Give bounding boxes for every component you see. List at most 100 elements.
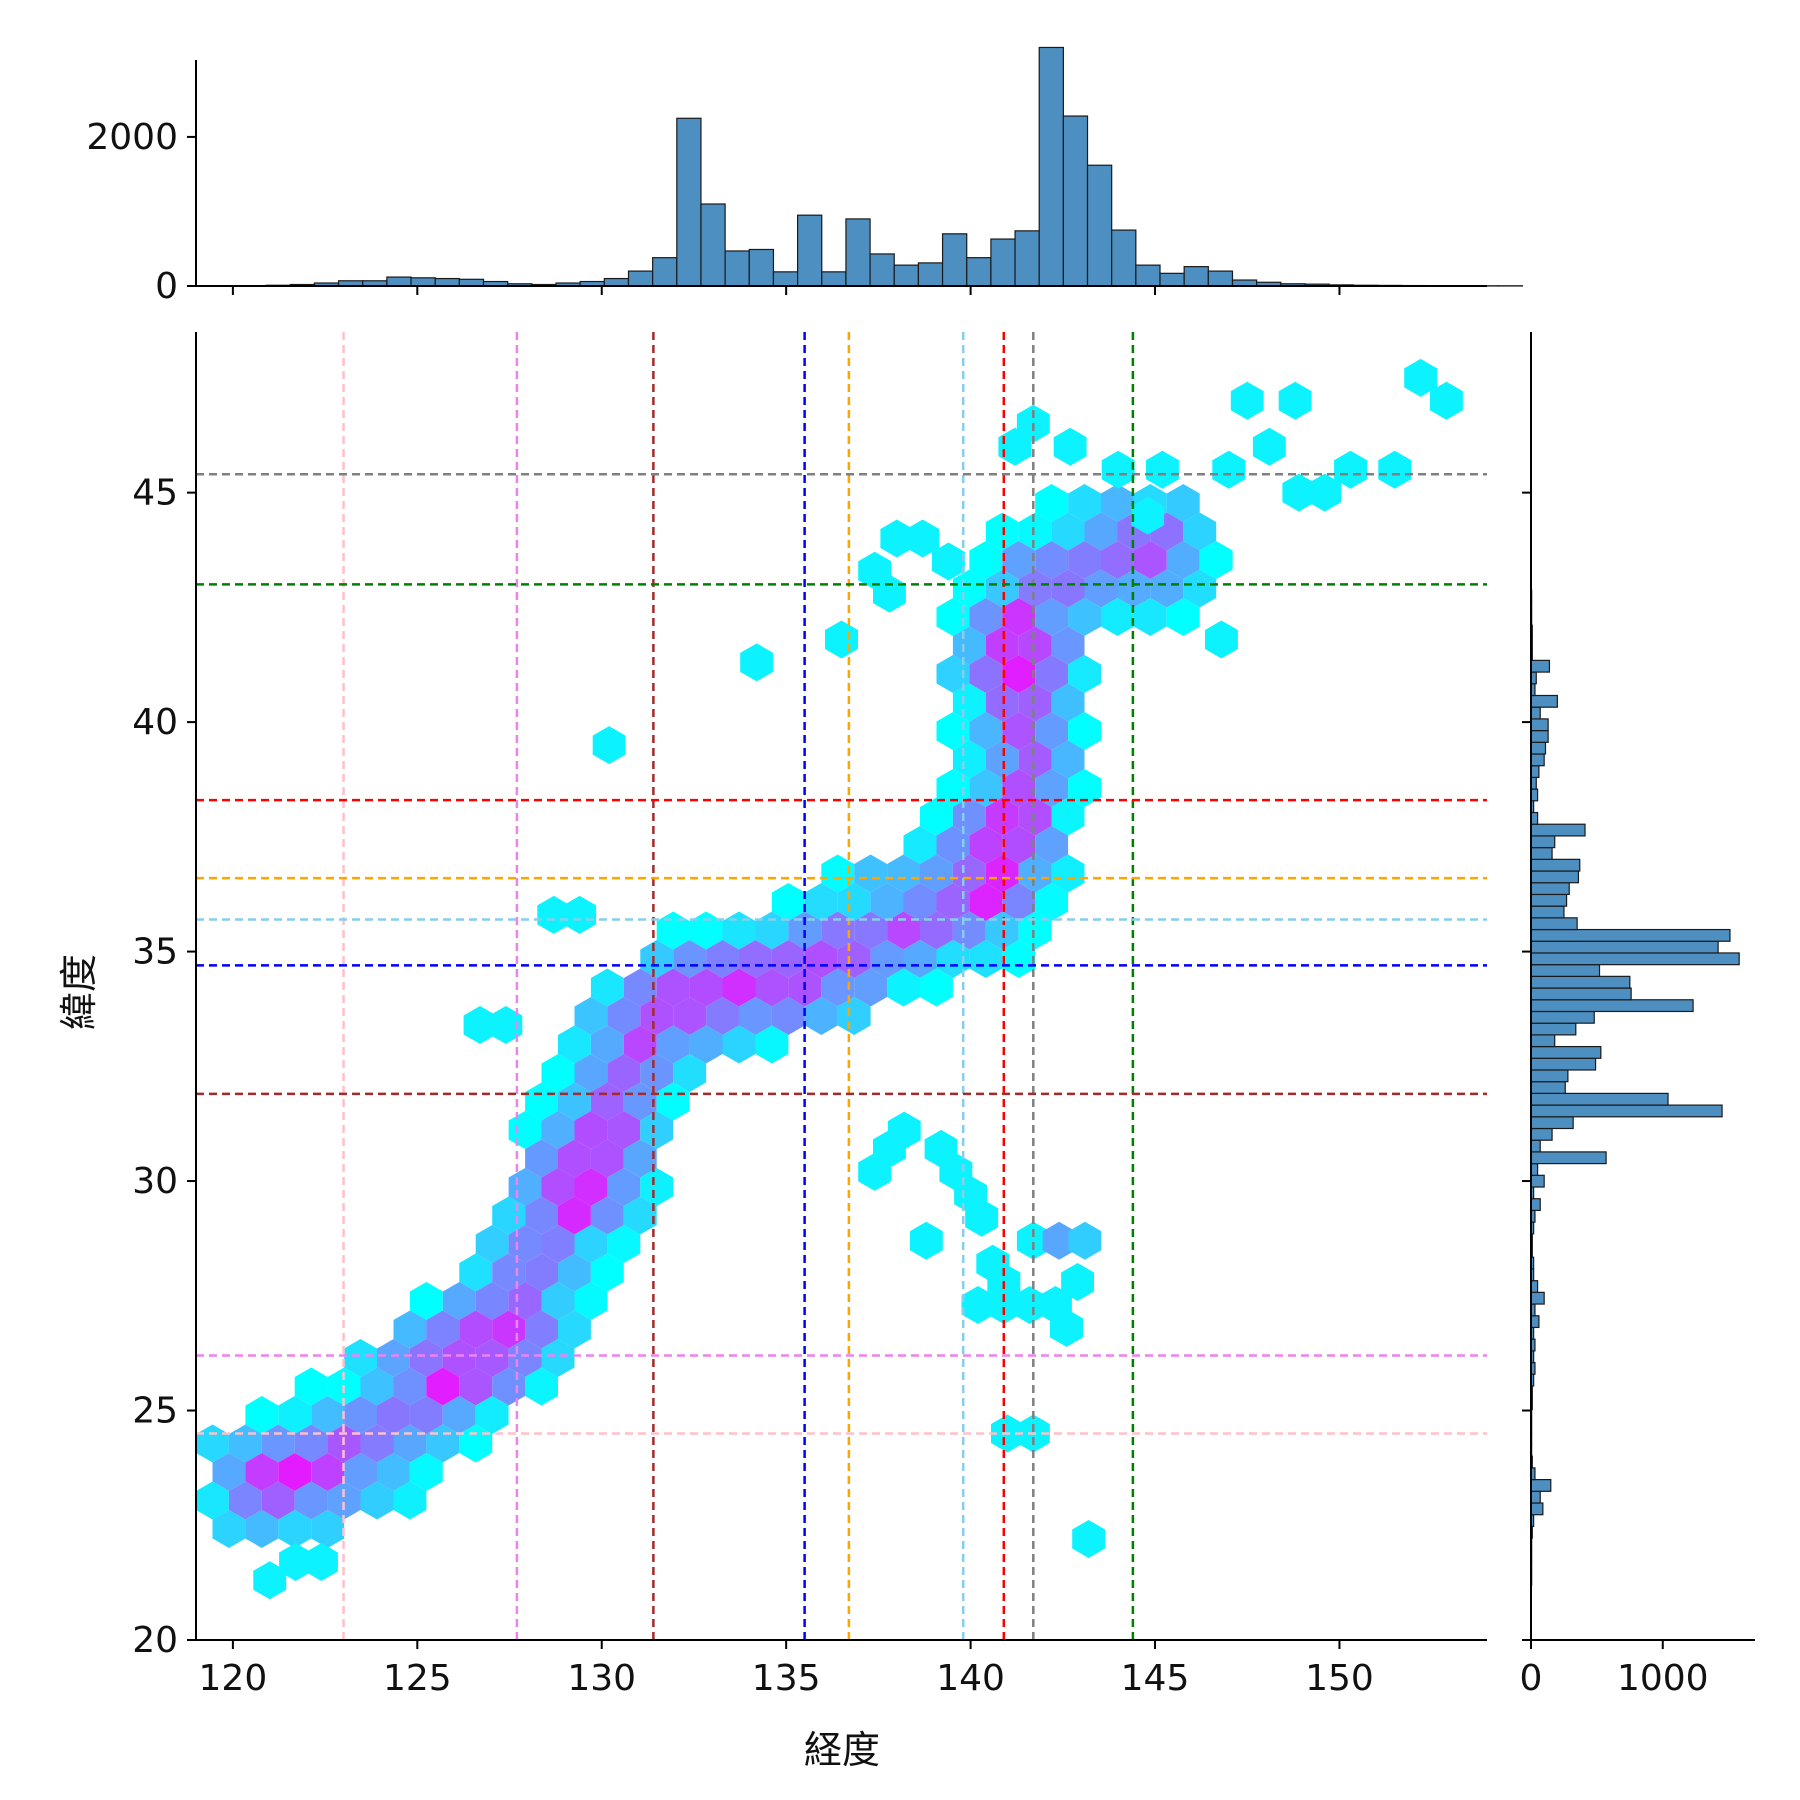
hexbin-130 [739, 997, 772, 1035]
hexbin-131 [771, 997, 805, 1035]
right-hist-bar-71 [1530, 741, 1547, 755]
right-hist-bar-74 [1530, 706, 1541, 720]
hexbin-217 [261, 1424, 295, 1463]
hexbin-65 [985, 797, 1019, 836]
hexbin-77 [952, 854, 986, 893]
right-hist-bar-24 [1530, 1291, 1545, 1305]
hexbin-127 [640, 997, 674, 1035]
hexbin-43 [1035, 655, 1069, 693]
right-hist-bar-50 [1530, 987, 1632, 1001]
hexbin-195 [442, 1339, 476, 1377]
hexbin-132 [804, 997, 838, 1035]
hexbin-203 [426, 1367, 460, 1406]
top-hist-bar-7 [434, 277, 460, 287]
right-hist-bar-48 [1530, 1010, 1595, 1024]
y-tick-label-3: 35 [132, 932, 178, 973]
top-hist-bar-24 [845, 218, 871, 287]
hexbin-42 [1002, 655, 1036, 693]
hexbin-148 [590, 1082, 624, 1121]
top-hist-bar-20 [748, 248, 775, 287]
right-hist-bar-62 [1530, 847, 1553, 860]
top-hist-bar-19 [724, 250, 750, 287]
hexbin-point-23 [1053, 427, 1087, 466]
top-hist-bar-15 [627, 270, 654, 287]
hexbin-142 [574, 1054, 608, 1092]
hexbin-6 [1018, 512, 1052, 551]
hexbin-226 [278, 1453, 312, 1491]
top-hist-bar-38 [1183, 266, 1209, 287]
hexbin-point-6 [592, 726, 626, 765]
hexbin-25 [1117, 569, 1151, 608]
hexbin-184 [541, 1282, 575, 1320]
hexbin-191 [558, 1310, 591, 1349]
y-tick-label-0: 20 [132, 1620, 178, 1661]
hexbin-75 [887, 854, 920, 893]
hexbin-179 [590, 1253, 624, 1292]
hexbin-39 [1051, 626, 1085, 665]
hexbin-53 [1068, 712, 1101, 750]
top-hist-bar-30 [990, 238, 1016, 287]
hexbin-71 [1002, 826, 1036, 864]
hexbin-19 [1199, 541, 1233, 579]
hexbin-164 [640, 1168, 674, 1206]
hexbin-212 [409, 1396, 443, 1434]
right-hist-bar-8 [1530, 1478, 1552, 1492]
x-tick-label-0: 120 [199, 1658, 268, 1699]
right-hist-bar-73 [1530, 718, 1549, 732]
hexbin-82 [804, 883, 838, 921]
hexbin-163 [607, 1168, 641, 1206]
top-hist-bar-31 [1014, 230, 1040, 287]
hexbin-81 [771, 883, 805, 921]
hexbin-point-50 [880, 519, 914, 558]
hexbin-237 [393, 1481, 427, 1520]
hexbin-24 [1084, 569, 1118, 608]
right-hist-bar-57 [1530, 905, 1565, 919]
hexbin-124 [920, 968, 953, 1007]
hexbin-61 [1035, 769, 1069, 807]
x-tick-label-4: 140 [936, 1658, 1005, 1699]
top-hist-bar-36 [1135, 264, 1161, 287]
right-hist-bar-63 [1530, 835, 1556, 849]
hexbin-123 [887, 968, 920, 1007]
hexbin-73 [821, 854, 855, 893]
hexbin-139 [722, 1025, 756, 1064]
hexbin-point-11 [1278, 381, 1312, 420]
hexbin-69 [936, 826, 970, 864]
hexbin-point-24 [1101, 450, 1135, 489]
hexbin-point-15 [1378, 450, 1412, 489]
hexbin-point-2 [305, 1543, 338, 1581]
hexbin-30 [1002, 598, 1036, 636]
right-hist-bar-34 [1530, 1174, 1545, 1188]
hexbin-178 [558, 1253, 591, 1292]
hexbin-182 [475, 1282, 509, 1320]
hexbin-185 [574, 1282, 608, 1320]
hexbin-166 [525, 1196, 558, 1235]
right-hist-bar-36 [1530, 1151, 1607, 1165]
hexbin-point-49 [858, 551, 892, 590]
hexbin-29 [969, 598, 1003, 636]
hexbin-152 [541, 1111, 575, 1149]
hexbin-215 [196, 1424, 229, 1463]
top-hist-bar-35 [1111, 229, 1137, 287]
hexbin-146 [525, 1082, 558, 1121]
hexbin-145 [673, 1054, 707, 1092]
hexbin-116 [656, 968, 690, 1007]
top-hist-bar-5 [386, 276, 412, 287]
hexbin-5 [985, 512, 1019, 551]
top-hist-bar-16 [652, 257, 678, 287]
hexbin-174 [607, 1225, 641, 1263]
right-hist-bar-75 [1530, 694, 1558, 708]
hexbin-point-18 [1282, 473, 1316, 512]
top-hist-bar-27 [917, 262, 944, 287]
hexbin-91 [689, 911, 723, 950]
hexbin-31 [1035, 598, 1069, 636]
hexbin-235 [327, 1481, 361, 1520]
hexbin-16 [1101, 541, 1134, 579]
hexbin-140 [755, 1025, 789, 1064]
hexbin-100 [985, 911, 1019, 950]
hexbin-1 [1068, 484, 1101, 522]
hexbin-125 [574, 997, 608, 1035]
hexbin-40 [936, 655, 970, 693]
hexbin-59 [969, 769, 1003, 807]
